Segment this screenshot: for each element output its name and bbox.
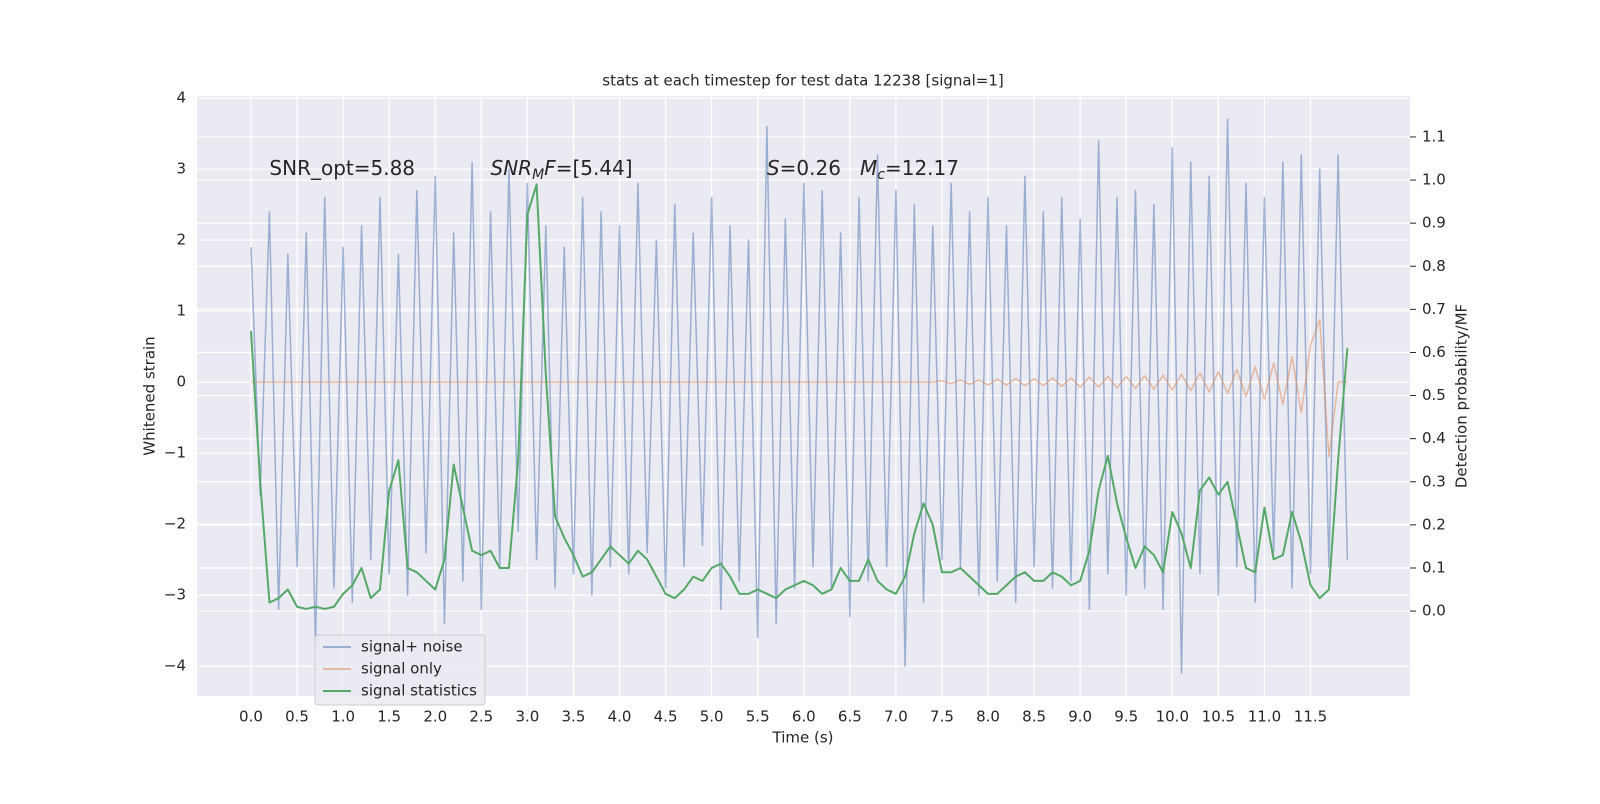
annotation: S=0.26 Mc=12.17 (767, 156, 959, 184)
annotation-part: S (767, 156, 780, 180)
annotation: SNR_opt=5.88 (269, 156, 415, 180)
x-tick-label: 3.5 (562, 708, 586, 726)
y-axis-label: Whitened strain (141, 336, 159, 455)
x-tick-label: 9.0 (1068, 708, 1092, 726)
x-tick-label: 11.5 (1294, 708, 1327, 726)
x-tick-label: 2.5 (469, 708, 493, 726)
annotation-part: M (860, 156, 877, 180)
y-tick-label: 2 (176, 231, 186, 249)
y2-tick-label: 1.1 (1422, 127, 1446, 145)
legend-box (314, 634, 486, 706)
annotation-part: =0.26 (780, 156, 860, 180)
y2-tick-label: 0.9 (1422, 214, 1446, 232)
y-tick-label: 4 (176, 89, 186, 107)
x-tick-label: 10.0 (1156, 708, 1189, 726)
annotation-part: =12.17 (885, 156, 959, 180)
x-tick-label: 3.0 (515, 708, 539, 726)
x-tick-label: 8.0 (976, 708, 1000, 726)
y2-tick-label: 0.3 (1422, 472, 1446, 490)
annotation-part: =[5.44] (556, 156, 633, 180)
annotation-part: M (532, 167, 544, 183)
x-tick-label: 2.0 (423, 708, 447, 726)
y2-tick-label: 0.5 (1422, 386, 1446, 404)
x-tick-label: 11.0 (1248, 708, 1281, 726)
y2-tick-label: 0.6 (1422, 343, 1446, 361)
y-tick-label: 0 (176, 373, 186, 391)
y2-tick-label: 0.7 (1422, 300, 1446, 318)
y2-tick-label: 0.8 (1422, 257, 1446, 275)
x-axis-label: Time (s) (772, 729, 834, 747)
x-tick-label: 1.0 (331, 708, 355, 726)
y-tick-label: −4 (164, 657, 186, 675)
y-tick-label: −3 (164, 586, 186, 604)
annotation-part: c (877, 167, 885, 183)
x-tick-label: 4.0 (608, 708, 632, 726)
y2-tick-label: 0.4 (1422, 429, 1446, 447)
x-tick-label: 6.5 (838, 708, 862, 726)
series-line (250, 318, 1348, 458)
labels: 0.0 0.5 1.0 1.5 2.0 2.5 3.0 3.5 4.0 4.5 5.0 5.5 6.0 6… (164, 89, 1446, 726)
y-tick-label: 1 (176, 302, 186, 320)
annotation-part: SNR_opt=5.88 (269, 156, 415, 180)
y2-tick-label: 0.2 (1422, 515, 1446, 533)
x-tick-label: 4.5 (654, 708, 678, 726)
legend-label: signal only (361, 660, 442, 678)
chart-title: stats at each timestep for test data 122… (602, 72, 1003, 90)
annotation-part: F (544, 156, 556, 180)
x-tick-label: 9.5 (1114, 708, 1138, 726)
x-tick-label: 10.5 (1202, 708, 1235, 726)
y-tick-label: 3 (176, 160, 186, 178)
marks (249, 118, 1349, 675)
legend-label: signal statistics (361, 682, 477, 700)
y-tick-label: −2 (164, 515, 186, 533)
annotation: SNRMF=[5.44] (491, 156, 633, 184)
x-tick-label: 0.0 (239, 708, 263, 726)
x-tick-label: 0.5 (285, 708, 309, 726)
x-tick-label: 1.5 (377, 708, 401, 726)
y-tick-label: −1 (164, 444, 186, 462)
legend-label: signal+ noise (361, 638, 463, 656)
series-line (249, 183, 1349, 610)
series-line (250, 118, 1349, 675)
y2-tick-label: 1.0 (1422, 171, 1446, 189)
x-tick-label: 7.0 (884, 708, 908, 726)
x-tick-label: 8.5 (1022, 708, 1046, 726)
grid (197, 96, 1410, 696)
x-tick-label: 6.0 (792, 708, 816, 726)
y2-axis-label: Detection probability/MF (1453, 304, 1471, 488)
annotation-part: SNR (491, 156, 533, 180)
x-tick-label: 7.5 (930, 708, 954, 726)
y2-tick-label: 0.0 (1422, 602, 1446, 620)
y2-tick-label: 0.1 (1422, 558, 1446, 576)
x-tick-label: 5.5 (746, 708, 770, 726)
x-tick-label: 5.0 (700, 708, 724, 726)
